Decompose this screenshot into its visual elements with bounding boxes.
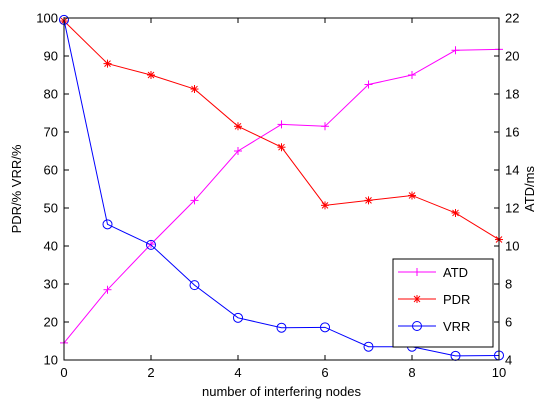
legend-marker-vrr <box>412 321 422 331</box>
y-right-tick-label: 22 <box>505 11 519 26</box>
x-tick-label: 2 <box>147 365 154 380</box>
data-point-pdr <box>190 85 199 94</box>
y-left-tick-label: 60 <box>44 163 58 178</box>
data-point-vrr <box>233 312 243 323</box>
data-point-vrr <box>320 322 330 333</box>
legend-item-atd: ATD <box>398 265 468 280</box>
y-right-tick-label: 16 <box>505 125 519 140</box>
y-left-tick-label: 100 <box>36 11 58 26</box>
legend-item-pdr: PDR <box>398 292 470 307</box>
legend-marker-pdr <box>413 295 421 303</box>
legend-items: ATD PDR VRR <box>398 265 470 334</box>
data-point-vrr <box>102 219 113 230</box>
data-point-atd <box>234 147 242 155</box>
x-tick-label: 0 <box>60 365 67 380</box>
y-left-tick-label: 40 <box>44 239 58 254</box>
legend-marker-atd <box>413 268 421 276</box>
y-axis-right-label: ATD/ms <box>522 166 537 212</box>
legend-label-atd: ATD <box>443 265 468 280</box>
legend: ATD PDR VRR <box>392 258 494 348</box>
ticks-layer: 0 2 4 6 8 10 10 20 30 40 50 60 70 80 90 100 4 6 8 10 12 14 16 1… <box>36 11 519 381</box>
data-point-pdr <box>321 201 329 210</box>
legend-label-vrr: VRR <box>443 319 470 334</box>
data-point-vrr <box>276 322 287 333</box>
data-point-pdr <box>408 191 416 200</box>
series-line-vrr <box>63 19 500 357</box>
plot-frame <box>63 17 500 361</box>
data-point-pdr <box>277 143 286 152</box>
x-tick-label: 4 <box>234 365 241 380</box>
data-point-atd <box>408 71 416 79</box>
x-tick-label: 8 <box>408 365 415 380</box>
legend-label-pdr: PDR <box>443 292 470 307</box>
y-right-tick-label: 14 <box>505 163 519 178</box>
y-left-tick-label: 50 <box>44 201 58 216</box>
legend-box <box>392 258 494 348</box>
y-right-tick-label: 6 <box>505 315 512 330</box>
y-left-tick-label: 70 <box>44 125 58 140</box>
data-point-atd <box>277 120 286 129</box>
y-right-tick-label: 8 <box>505 277 512 292</box>
data-point-vrr <box>363 341 374 352</box>
data-point-pdr <box>234 122 242 131</box>
data-point-atd <box>364 80 373 89</box>
y-right-tick-label: 20 <box>505 49 519 64</box>
legend-item-vrr: VRR <box>398 319 470 334</box>
y-right-tick-label: 10 <box>505 239 519 254</box>
x-tick-label: 6 <box>321 365 328 380</box>
y-right-tick-label: 18 <box>505 87 519 102</box>
y-right-tick-label: 12 <box>505 201 519 216</box>
data-point-pdr <box>451 208 460 217</box>
y-left-tick-label: 80 <box>44 87 58 102</box>
y-right-tick-label: 4 <box>505 353 512 368</box>
data-point-pdr <box>147 71 155 79</box>
data-point-atd <box>451 46 460 55</box>
data-point-atd <box>321 122 329 131</box>
x-axis-label: number of interfering nodes <box>202 384 361 399</box>
y-left-tick-label: 90 <box>44 49 58 64</box>
data-point-vrr <box>189 280 200 291</box>
data-point-atd <box>190 196 199 205</box>
data-point-pdr <box>103 59 112 68</box>
x-tick-label: 10 <box>492 365 506 380</box>
series-layer <box>59 14 504 361</box>
data-point-atd <box>103 285 112 294</box>
y-left-tick-label: 20 <box>44 315 58 330</box>
y-axis-left-label: PDR/% VRR/% <box>9 144 24 233</box>
data-point-vrr <box>146 239 156 250</box>
y-left-tick-label: 30 <box>44 277 58 292</box>
y-left-tick-label: 10 <box>44 353 58 368</box>
data-point-pdr <box>364 196 373 205</box>
